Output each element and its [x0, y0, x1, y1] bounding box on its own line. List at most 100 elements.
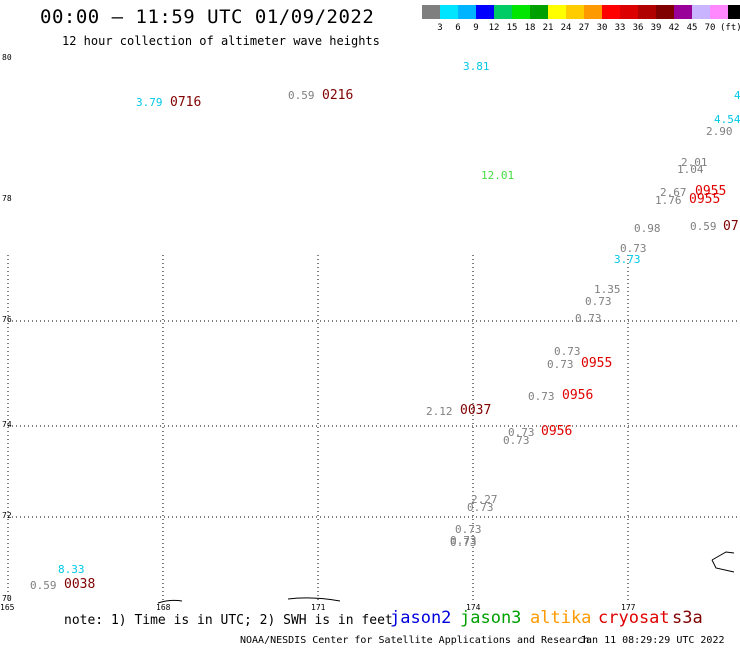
legend-tick-label: 18 [524, 23, 536, 33]
wave-height-label: 0.59 [288, 89, 315, 102]
legend-tick-label: 30 [596, 23, 608, 33]
wave-height-label: 0.73 [554, 345, 581, 358]
wave-height-label: 2.12 [426, 405, 453, 418]
legend-swatch [566, 5, 584, 19]
legend-tick-label: 42 [668, 23, 680, 33]
legend-swatch [710, 5, 728, 19]
lat-label-70: 70 [2, 594, 12, 603]
legend-tick-label: 45 [686, 23, 698, 33]
map-title: 00:00 – 11:59 UTC 01/09/2022 [40, 6, 375, 28]
satellite-jason2: jason2 [390, 608, 452, 628]
wave-height-label: 0.73 [503, 434, 530, 447]
wave-height-label: 0.73 [547, 358, 574, 371]
wave-height-label: 3.81 [463, 60, 490, 73]
legend-swatch [692, 5, 710, 19]
wave-height-label: 4 [734, 89, 740, 102]
wave-height-label: 0.59 [30, 579, 57, 592]
pass-time-label: 07 [723, 219, 739, 234]
longitude-gridlines [7, 255, 629, 600]
legend-tick-label: 33 [614, 23, 626, 33]
lat-label-74: 74 [2, 420, 12, 429]
wave-height-label: 0.73 [575, 312, 602, 325]
lon-label-174: 174 [466, 603, 481, 612]
wave-height-label: 1.76 [655, 194, 682, 207]
wave-height-label: 0.73 [528, 390, 555, 403]
wave-height-label: 12.01 [481, 169, 515, 182]
legend-tick-label: 24 [560, 23, 572, 33]
satellite-jason3: jason3 [460, 608, 522, 628]
pass-time-label: 0216 [322, 88, 354, 103]
legend-unit: (ft) [720, 23, 740, 33]
legend-swatch [548, 5, 566, 19]
legend-swatch [602, 5, 620, 19]
wave-height-label: 0.98 [634, 222, 661, 235]
pass-time-label: 0955 [581, 356, 613, 371]
legend-tick-label: 15 [506, 23, 518, 33]
latitude-gridlines [8, 320, 740, 518]
wave-height-label: 0.73 [455, 523, 482, 536]
legend-swatch [728, 5, 740, 19]
lon-label-177: 177 [621, 603, 636, 612]
legend-tick-label: 3 [437, 23, 443, 33]
wave-height-label: 2.01 [681, 156, 708, 169]
pass-time-label: 0956 [541, 424, 573, 439]
legend-tick-label: 6 [455, 23, 461, 33]
wave-height-label: 8.33 [58, 563, 85, 576]
legend-tick-label: 27 [578, 23, 590, 33]
map-subtitle: 12 hour collection of altimeter wave hei… [62, 34, 380, 48]
satellite-s3a: s3a [672, 608, 703, 628]
legend-tick-label: 70 [704, 23, 716, 33]
legend-tick-label: 36 [632, 23, 644, 33]
wave-height-label: 2.90 [706, 125, 733, 138]
legend-tick-label: 39 [650, 23, 662, 33]
pass-time-label: 0956 [562, 388, 594, 403]
generation-timestamp: Jan 11 08:29:29 UTC 2022 [580, 635, 725, 646]
lon-label-165: 165 [0, 603, 15, 612]
lon-label-168: 168 [156, 603, 171, 612]
credit-line: NOAA/NESDIS Center for Satellite Applica… [240, 635, 590, 646]
pass-time-label: 0955 [695, 184, 727, 199]
wave-height-label: 0.73 [620, 242, 647, 255]
wave-height-label: 0.73 [450, 536, 477, 549]
legend-tick-label: 9 [473, 23, 479, 33]
satellite-altika: altika [530, 608, 592, 628]
pass-time-label: 0038 [64, 577, 96, 592]
lat-label-72: 72 [2, 511, 12, 520]
wave-height-label: 0.73 [467, 501, 494, 514]
wave-height-label: 2.67 [660, 186, 687, 199]
footer-note: note: 1) Time is in UTC; 2) SWH is in fe… [64, 613, 393, 628]
wave-height-label: 0.59 [690, 220, 717, 233]
wave-height-label: 1.35 [594, 283, 621, 296]
wave-height-label: 2.27 [471, 493, 498, 506]
legend-tick-label: 12 [488, 23, 500, 33]
legend-swatch [656, 5, 674, 19]
lat-label-80: 80 [2, 53, 12, 62]
legend-swatch [620, 5, 638, 19]
pass-time-label: 0716 [170, 95, 202, 110]
legend-swatch [422, 5, 440, 19]
legend-swatch [476, 5, 494, 19]
legend-tick-label: 21 [542, 23, 554, 33]
lat-label-78: 78 [2, 194, 12, 203]
coastline [157, 551, 735, 604]
satellite-cryosat: cryosat [598, 608, 670, 628]
legend-swatch [458, 5, 476, 19]
legend-swatch [512, 5, 530, 19]
lon-label-171: 171 [311, 603, 326, 612]
wave-height-label: 3.73 [614, 253, 641, 266]
wave-height-label: 0.73 [508, 426, 535, 439]
pass-time-label: 0955 [689, 192, 721, 207]
wave-height-label: 4.54 [714, 113, 740, 126]
wave-height-label: 3.79 [136, 96, 163, 109]
lat-label-76: 76 [2, 315, 12, 324]
pass-time-label: 0037 [460, 403, 492, 418]
wave-height-label: 0.73 [450, 534, 477, 547]
legend-swatch [440, 5, 458, 19]
legend-swatch [584, 5, 602, 19]
legend-swatch [494, 5, 512, 19]
legend-swatch [638, 5, 656, 19]
legend-swatch [530, 5, 548, 19]
legend-swatch [674, 5, 692, 19]
wave-height-label: 1.04 [677, 163, 704, 176]
